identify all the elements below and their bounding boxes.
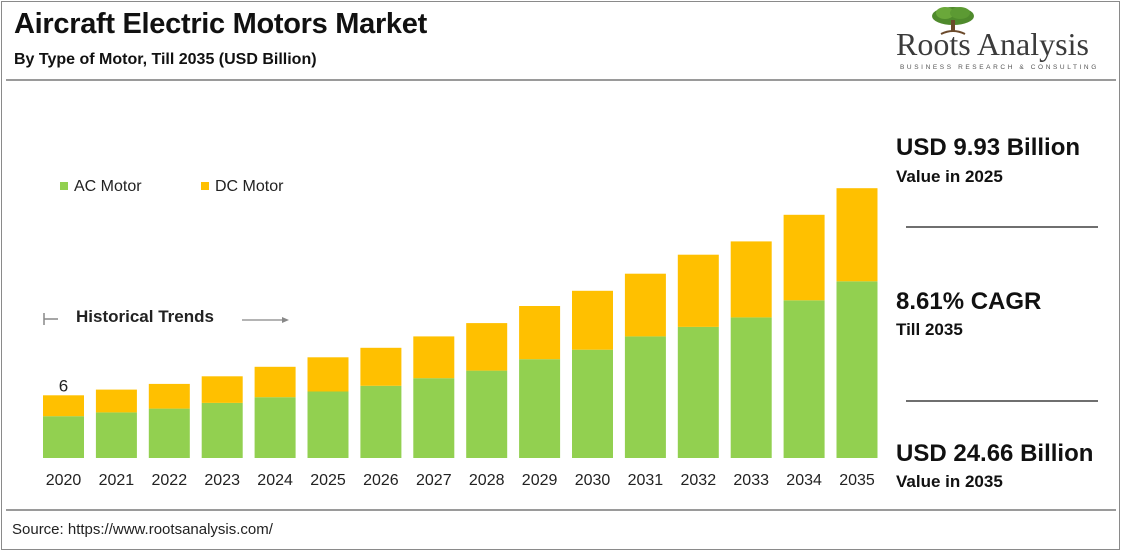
logo-tagline: BUSINESS RESEARCH & CONSULTING — [900, 64, 1099, 71]
data-label-2020: 6 — [59, 376, 68, 395]
x-tick-2035: 2035 — [839, 472, 875, 489]
bar-dc-2029 — [519, 306, 561, 360]
stat-value-2035: USD 24.66 Billion — [896, 440, 1094, 467]
source-note: Source: https://www.rootsanalysis.com/ — [12, 521, 273, 538]
x-tick-2022: 2022 — [152, 472, 188, 489]
logo-name: Roots Analysis — [896, 26, 1089, 62]
bar-dc-2027 — [413, 336, 455, 379]
bar-dc-2032 — [677, 254, 719, 327]
x-tick-2033: 2033 — [733, 472, 769, 489]
bar-ac-2027 — [413, 378, 455, 458]
stat-caption-2025: Value in 2025 — [896, 167, 1003, 186]
stat-divider-1 — [906, 226, 1098, 228]
legend-swatch-dc — [201, 182, 209, 190]
stat-divider-2 — [906, 400, 1098, 402]
tree-icon — [932, 7, 974, 35]
legend-label-ac: AC Motor — [74, 178, 142, 195]
bar-dc-2023 — [201, 376, 243, 403]
x-tick-2021: 2021 — [99, 472, 135, 489]
x-tick-2028: 2028 — [469, 472, 505, 489]
x-tick-2034: 2034 — [786, 472, 822, 489]
bar-dc-2025 — [307, 357, 349, 392]
bar-dc-2024 — [254, 366, 296, 398]
x-tick-2031: 2031 — [628, 472, 664, 489]
bar-dc-2020 — [43, 395, 84, 417]
bar-ac-2030 — [572, 349, 613, 458]
bar-ac-2024 — [254, 397, 296, 458]
bar-dc-2021 — [95, 389, 137, 413]
bar-ac-2025 — [307, 391, 349, 458]
bar-dc-2022 — [148, 383, 190, 409]
x-tick-2025: 2025 — [310, 472, 346, 489]
legend-item-ac-motor: AC Motor — [60, 178, 142, 196]
historical-trends-label: Historical Trends — [76, 307, 214, 326]
x-tick-2029: 2029 — [522, 472, 558, 489]
x-tick-2020: 2020 — [46, 472, 82, 489]
x-tick-2032: 2032 — [681, 472, 717, 489]
bar-ac-2022 — [148, 408, 190, 458]
bar-ac-2035 — [836, 281, 878, 458]
stat-value-2025: USD 9.93 Billion — [896, 134, 1081, 161]
bar-dc-2034 — [783, 214, 825, 301]
bar-dc-2026 — [360, 347, 402, 386]
roots-analysis-logo: Roots Analysis BUSINESS RESEARCH & CONSU… — [890, 6, 1110, 76]
x-tick-2027: 2027 — [416, 472, 452, 489]
stat-caption-cagr: Till 2035 — [896, 320, 963, 339]
bar-dc-2030 — [572, 290, 613, 350]
header-divider — [6, 79, 1116, 81]
bar-ac-2023 — [201, 402, 243, 458]
x-tick-2024: 2024 — [257, 472, 293, 489]
x-tick-2030: 2030 — [575, 472, 611, 489]
page-title: Aircraft Electric Motors Market — [14, 8, 427, 40]
bar-dc-2035 — [836, 188, 878, 282]
bar-ac-2032 — [677, 326, 719, 458]
footer-divider — [6, 509, 1116, 511]
legend-label-dc: DC Motor — [215, 178, 284, 195]
bar-dc-2028 — [466, 323, 508, 371]
bar-ac-2028 — [466, 370, 508, 458]
bar-ac-2029 — [519, 359, 561, 458]
legend-item-dc-motor: DC Motor — [201, 178, 283, 196]
page-subtitle: By Type of Motor, Till 2035 (USD Billion… — [14, 51, 317, 68]
bar-ac-2026 — [360, 385, 402, 458]
bar-dc-2031 — [624, 273, 666, 337]
x-tick-2023: 2023 — [204, 472, 240, 489]
legend-swatch-ac — [60, 182, 68, 190]
bar-ac-2031 — [624, 336, 666, 458]
bar-ac-2021 — [95, 412, 137, 458]
x-tick-2026: 2026 — [363, 472, 399, 489]
stat-cagr: 8.61% CAGR — [896, 288, 1042, 315]
bar-ac-2020 — [43, 416, 84, 458]
historical-trends-arrow — [43, 313, 289, 325]
bar-ac-2033 — [730, 317, 772, 458]
bar-dc-2033 — [730, 241, 772, 318]
stat-caption-2035: Value in 2035 — [896, 472, 1003, 491]
bar-ac-2034 — [783, 300, 825, 458]
